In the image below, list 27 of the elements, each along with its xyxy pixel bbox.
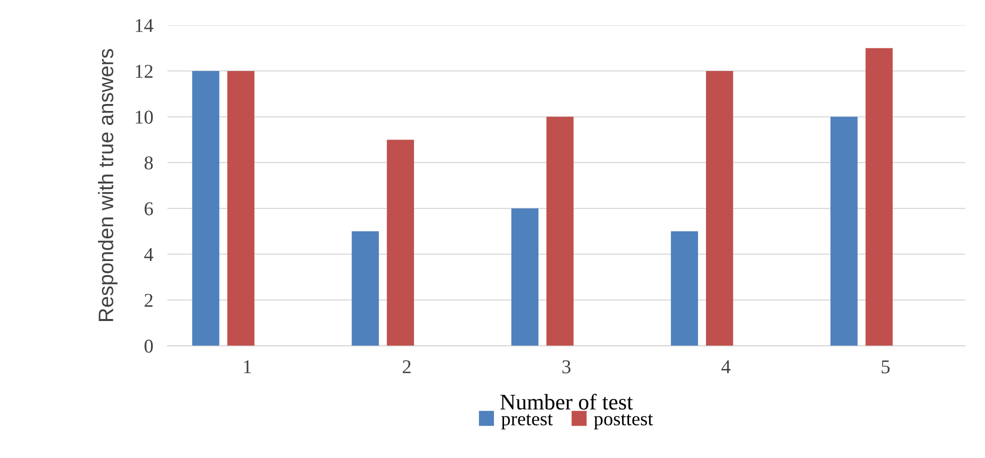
- y-tick-label: 12: [136, 64, 152, 78]
- y-tick-label: 10: [136, 110, 153, 124]
- bar: [830, 116, 858, 346]
- y-tick-label: 8: [144, 156, 153, 170]
- bar: [227, 70, 254, 346]
- bar: [386, 140, 414, 346]
- y-tick-label: 14: [136, 19, 154, 32]
- x-tick-label: 1: [244, 360, 251, 374]
- x-tick-label: 4: [721, 360, 730, 374]
- bar: [866, 48, 893, 346]
- y-tick-label: 4: [144, 248, 154, 261]
- y-tick-label: 0: [144, 340, 153, 353]
- y-tick-label: 6: [144, 202, 153, 216]
- bar: [706, 70, 734, 346]
- x-axis-title: Number of test: [500, 394, 633, 410]
- bar: [511, 208, 538, 346]
- bar: [192, 70, 220, 346]
- legend-label: posttest: [594, 414, 653, 430]
- bar: [352, 231, 379, 346]
- legend-label: pretest: [501, 414, 553, 430]
- y-axis-title: Responden with true answers: [98, 49, 118, 321]
- bar: [546, 116, 574, 346]
- x-tick-label: 3: [562, 360, 570, 374]
- y-tick-label: 2: [144, 294, 152, 307]
- x-tick-label: 5: [882, 360, 890, 374]
- bar: [670, 231, 698, 346]
- x-tick-label: 2: [402, 360, 411, 374]
